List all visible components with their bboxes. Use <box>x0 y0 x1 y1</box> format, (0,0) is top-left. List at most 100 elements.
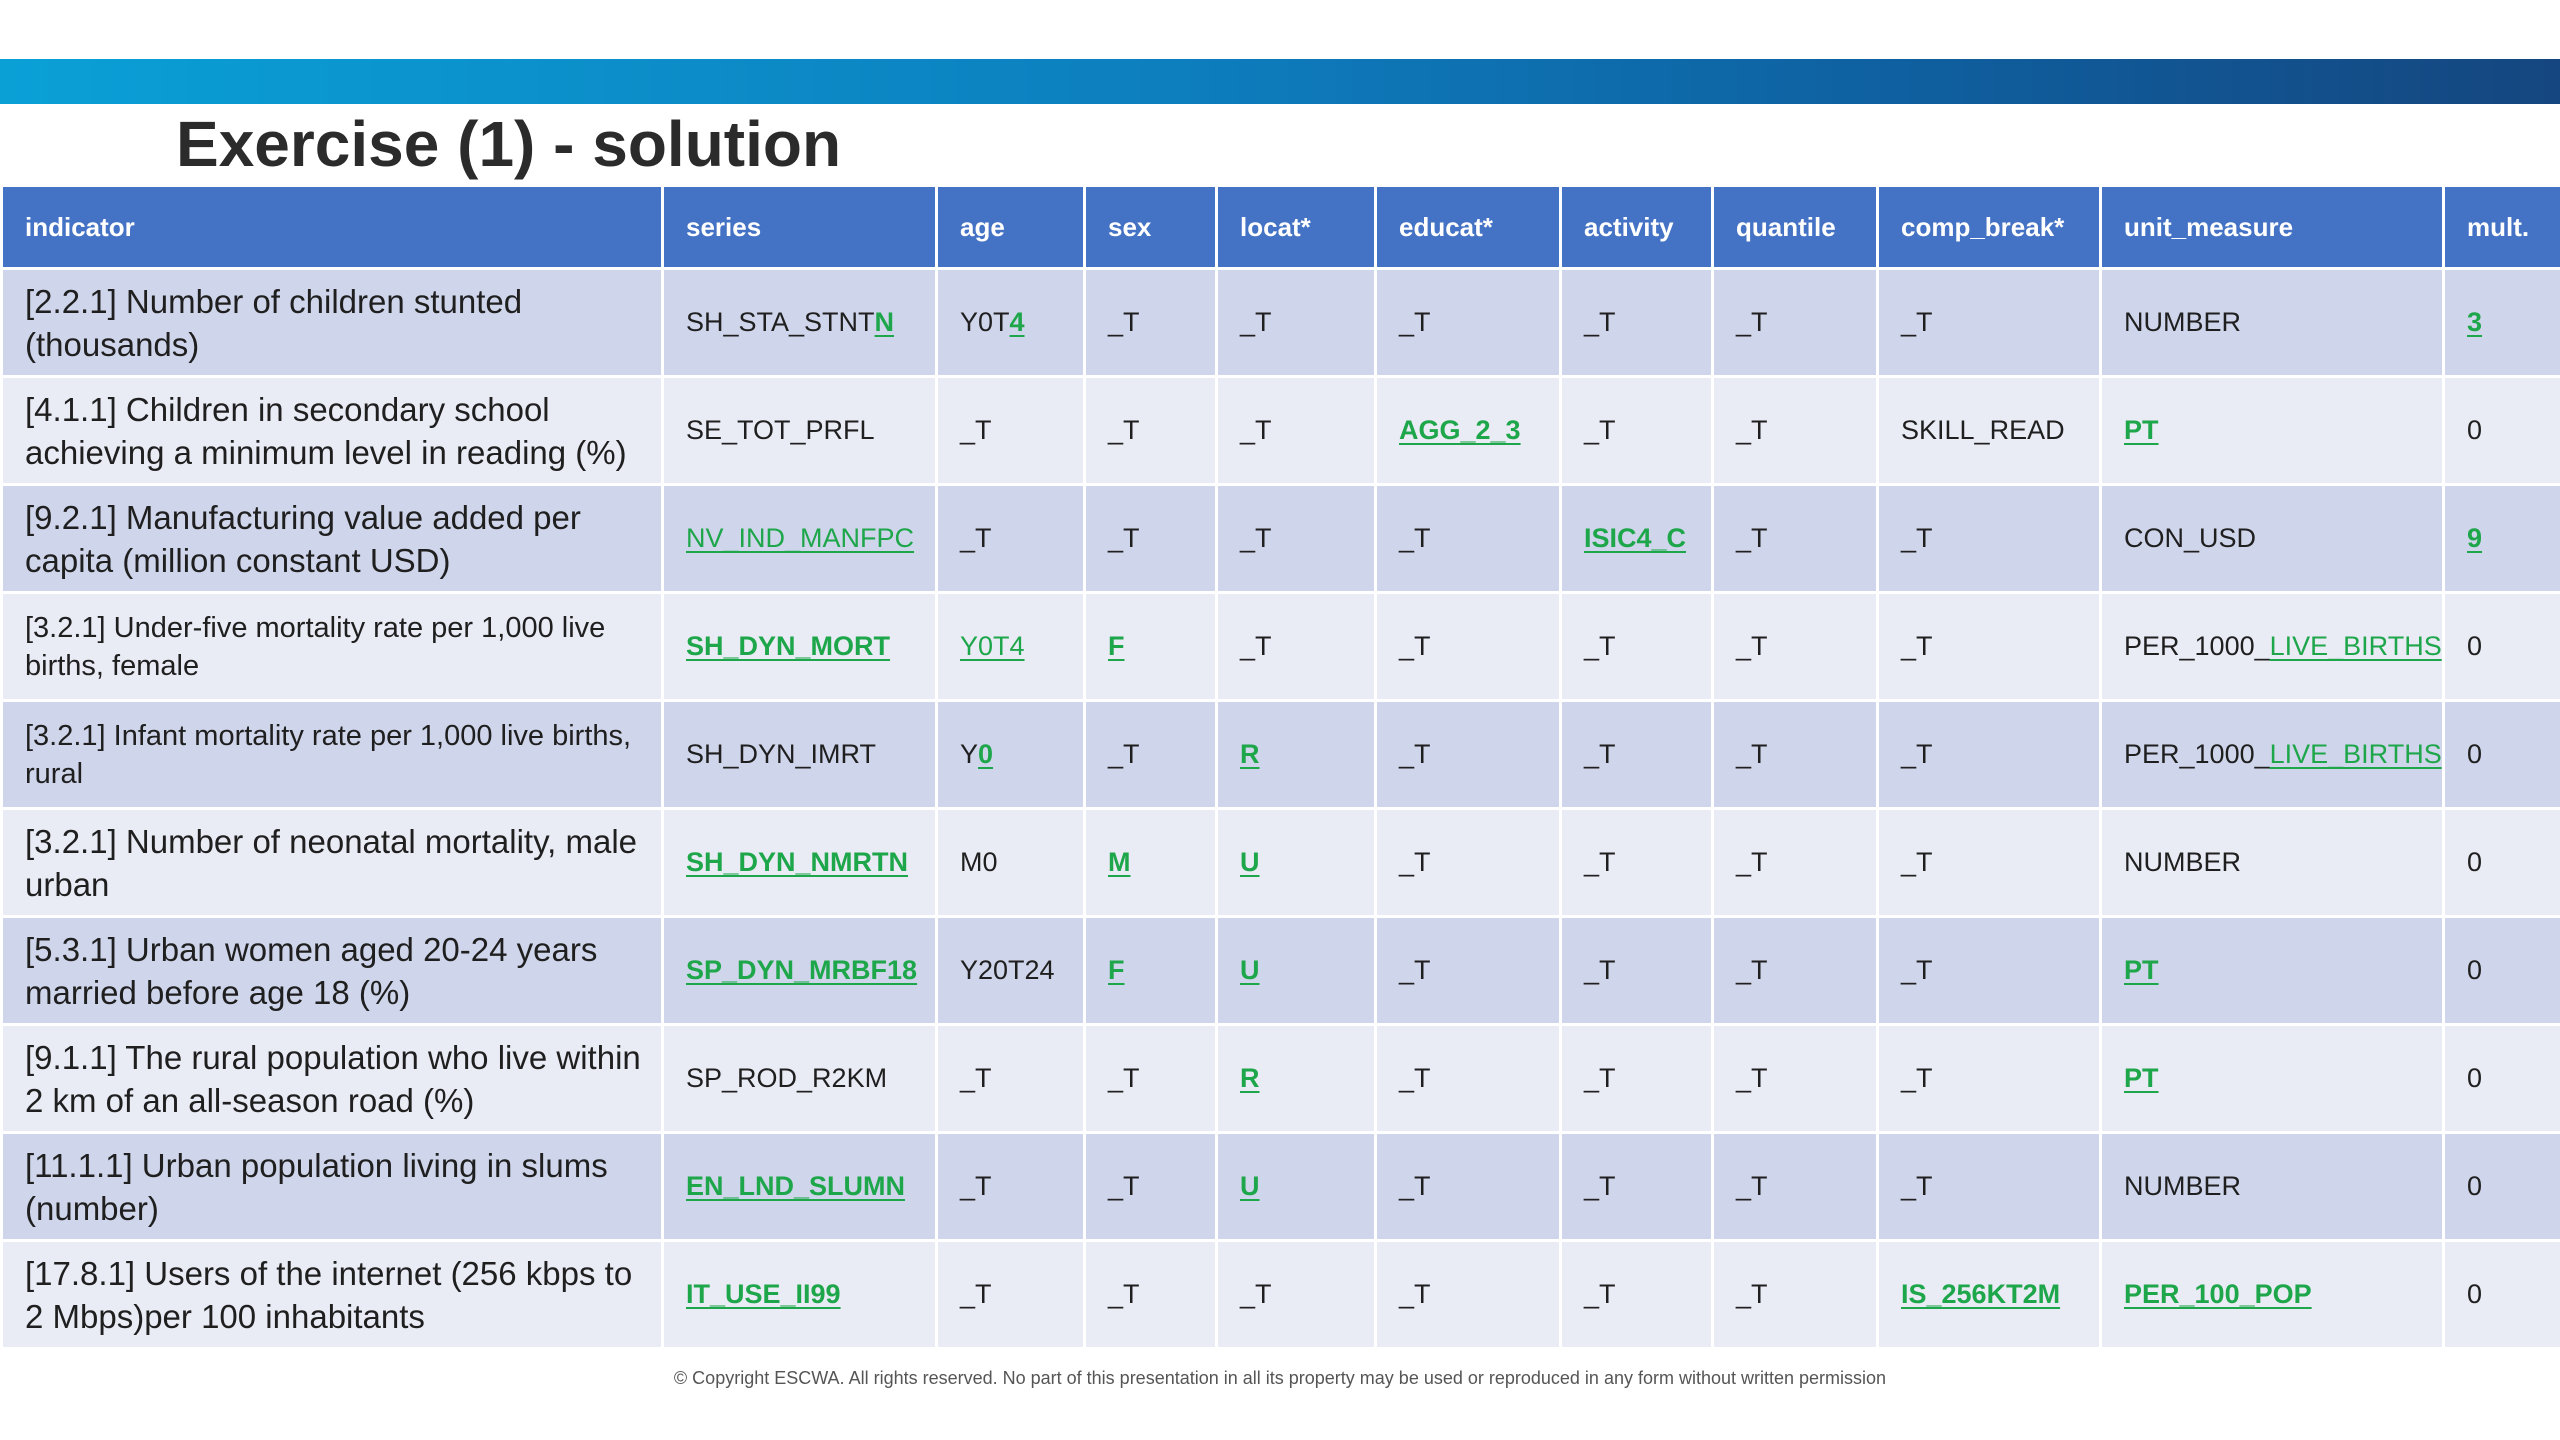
activity-cell: _T <box>1559 807 1714 918</box>
locat-cell: _T <box>1215 267 1377 378</box>
educat-cell: _T <box>1374 267 1562 378</box>
column-header-locat: locat* <box>1215 184 1377 270</box>
indicator-cell: [17.8.1] Users of the internet (256 kbps… <box>0 1239 664 1350</box>
unit-measure-highlight: LIVE_BIRTHS <box>2269 631 2442 661</box>
mult-cell: 0 <box>2442 591 2560 702</box>
age-highlight: 0 <box>978 739 994 769</box>
locat-highlight: R <box>1240 739 1260 769</box>
table-row: [3.2.1] Number of neonatal mortality, ma… <box>0 807 2560 918</box>
comp-break-cell: _T <box>1876 1023 2102 1134</box>
column-header-mult: mult. <box>2442 184 2560 270</box>
indicator-cell: [2.2.1] Number of children stunted (thou… <box>0 267 664 378</box>
educat-cell: AGG_2_3 <box>1374 375 1562 486</box>
series-highlight: IT_USE_II99 <box>686 1279 841 1309</box>
sex-highlight: F <box>1108 631 1125 661</box>
unit-measure-cell: CON_USD <box>2099 483 2445 594</box>
unit-measure-cell: PT <box>2099 375 2445 486</box>
indicator-cell: [3.2.1] Infant mortality rate per 1,000 … <box>0 699 664 810</box>
mult-highlight: 3 <box>2467 307 2483 337</box>
comp-break-cell: SKILL_READ <box>1876 375 2102 486</box>
age-cell: _T <box>935 483 1086 594</box>
locat-cell: U <box>1215 1131 1377 1242</box>
locat-cell: R <box>1215 699 1377 810</box>
sex-cell: _T <box>1083 1131 1218 1242</box>
mult-cell: 0 <box>2442 699 2560 810</box>
educat-cell: _T <box>1374 1131 1562 1242</box>
column-header-quantile: quantile <box>1711 184 1879 270</box>
activity-cell: _T <box>1559 375 1714 486</box>
unit-measure-cell: PER_1000_LIVE_BIRTHS <box>2099 699 2445 810</box>
table-row: [4.1.1] Children in secondary school ach… <box>0 375 2560 486</box>
age-cell: Y0T4 <box>935 267 1086 378</box>
comp-break-cell: _T <box>1876 915 2102 1026</box>
age-cell: _T <box>935 1131 1086 1242</box>
series-cell: SH_DYN_NMRTN <box>661 807 938 918</box>
indicator-cell: [11.1.1] Urban population living in slum… <box>0 1131 664 1242</box>
table-row: [5.3.1] Urban women aged 20-24 years mar… <box>0 915 2560 1026</box>
series-highlight: SP_DYN_MRBF18 <box>686 955 918 985</box>
sex-highlight: M <box>1108 847 1131 877</box>
age-cell: _T <box>935 1239 1086 1350</box>
sex-cell: _T <box>1083 483 1218 594</box>
column-header-sex: sex <box>1083 184 1218 270</box>
locat-highlight: U <box>1240 1171 1260 1201</box>
series-highlight: SH_DYN_MORT <box>686 631 891 661</box>
locat-cell: U <box>1215 915 1377 1026</box>
series-cell: EN_LND_SLUMN <box>661 1131 938 1242</box>
column-header-activity: activity <box>1559 184 1714 270</box>
indicator-cell: [9.1.1] The rural population who live wi… <box>0 1023 664 1134</box>
age-cell: _T <box>935 375 1086 486</box>
series-cell: SH_DYN_IMRT <box>661 699 938 810</box>
activity-cell: _T <box>1559 267 1714 378</box>
quantile-cell: _T <box>1711 591 1879 702</box>
activity-cell: _T <box>1559 1023 1714 1134</box>
comp-break-cell: _T <box>1876 699 2102 810</box>
activity-highlight: ISIC4_C <box>1584 523 1687 553</box>
quantile-cell: _T <box>1711 699 1879 810</box>
activity-cell: _T <box>1559 591 1714 702</box>
unit-measure-cell: PER_1000_LIVE_BIRTHS <box>2099 591 2445 702</box>
table-row: [9.2.1] Manufacturing value added per ca… <box>0 483 2560 594</box>
unit-measure-cell: NUMBER <box>2099 807 2445 918</box>
table-row: [3.2.1] Infant mortality rate per 1,000 … <box>0 699 2560 810</box>
comp-break-cell: _T <box>1876 591 2102 702</box>
educat-cell: _T <box>1374 591 1562 702</box>
series-cell: NV_IND_MANFPC <box>661 483 938 594</box>
locat-cell: _T <box>1215 1239 1377 1350</box>
mult-cell: 0 <box>2442 1239 2560 1350</box>
sex-cell: _T <box>1083 267 1218 378</box>
slide-title: Exercise (1) - solution <box>176 108 842 180</box>
unit-measure-text: PER_1000_ <box>2124 739 2270 769</box>
age-text: Y0T <box>960 307 1010 337</box>
sex-cell: M <box>1083 807 1218 918</box>
sex-cell: F <box>1083 915 1218 1026</box>
quantile-cell: _T <box>1711 915 1879 1026</box>
sex-cell: F <box>1083 591 1218 702</box>
series-highlight: EN_LND_SLUMN <box>686 1171 906 1201</box>
indicator-cell: [3.2.1] Number of neonatal mortality, ma… <box>0 807 664 918</box>
solution-table: indicator series age sex locat* educat* … <box>0 184 2560 1350</box>
locat-cell: _T <box>1215 483 1377 594</box>
educat-cell: _T <box>1374 1023 1562 1134</box>
sex-cell: _T <box>1083 699 1218 810</box>
series-cell: SP_ROD_R2KM <box>661 1023 938 1134</box>
comp-break-cell: _T <box>1876 483 2102 594</box>
header-band <box>0 59 2560 104</box>
sex-cell: _T <box>1083 375 1218 486</box>
table-row: [11.1.1] Urban population living in slum… <box>0 1131 2560 1242</box>
activity-cell: _T <box>1559 1131 1714 1242</box>
locat-cell: _T <box>1215 591 1377 702</box>
unit-measure-highlight: PT <box>2124 1063 2159 1093</box>
unit-measure-highlight: LIVE_BIRTHS <box>2269 739 2442 769</box>
table-row: [17.8.1] Users of the internet (256 kbps… <box>0 1239 2560 1350</box>
unit-measure-text: PER_1000_ <box>2124 631 2270 661</box>
mult-cell: 0 <box>2442 915 2560 1026</box>
unit-measure-highlight: PER_100_POP <box>2124 1279 2312 1309</box>
activity-cell: _T <box>1559 699 1714 810</box>
quantile-cell: _T <box>1711 807 1879 918</box>
series-cell: SP_DYN_MRBF18 <box>661 915 938 1026</box>
unit-measure-highlight: PT <box>2124 415 2159 445</box>
sex-highlight: F <box>1108 955 1125 985</box>
educat-highlight: AGG_2_3 <box>1399 415 1521 445</box>
indicator-cell: [9.2.1] Manufacturing value added per ca… <box>0 483 664 594</box>
